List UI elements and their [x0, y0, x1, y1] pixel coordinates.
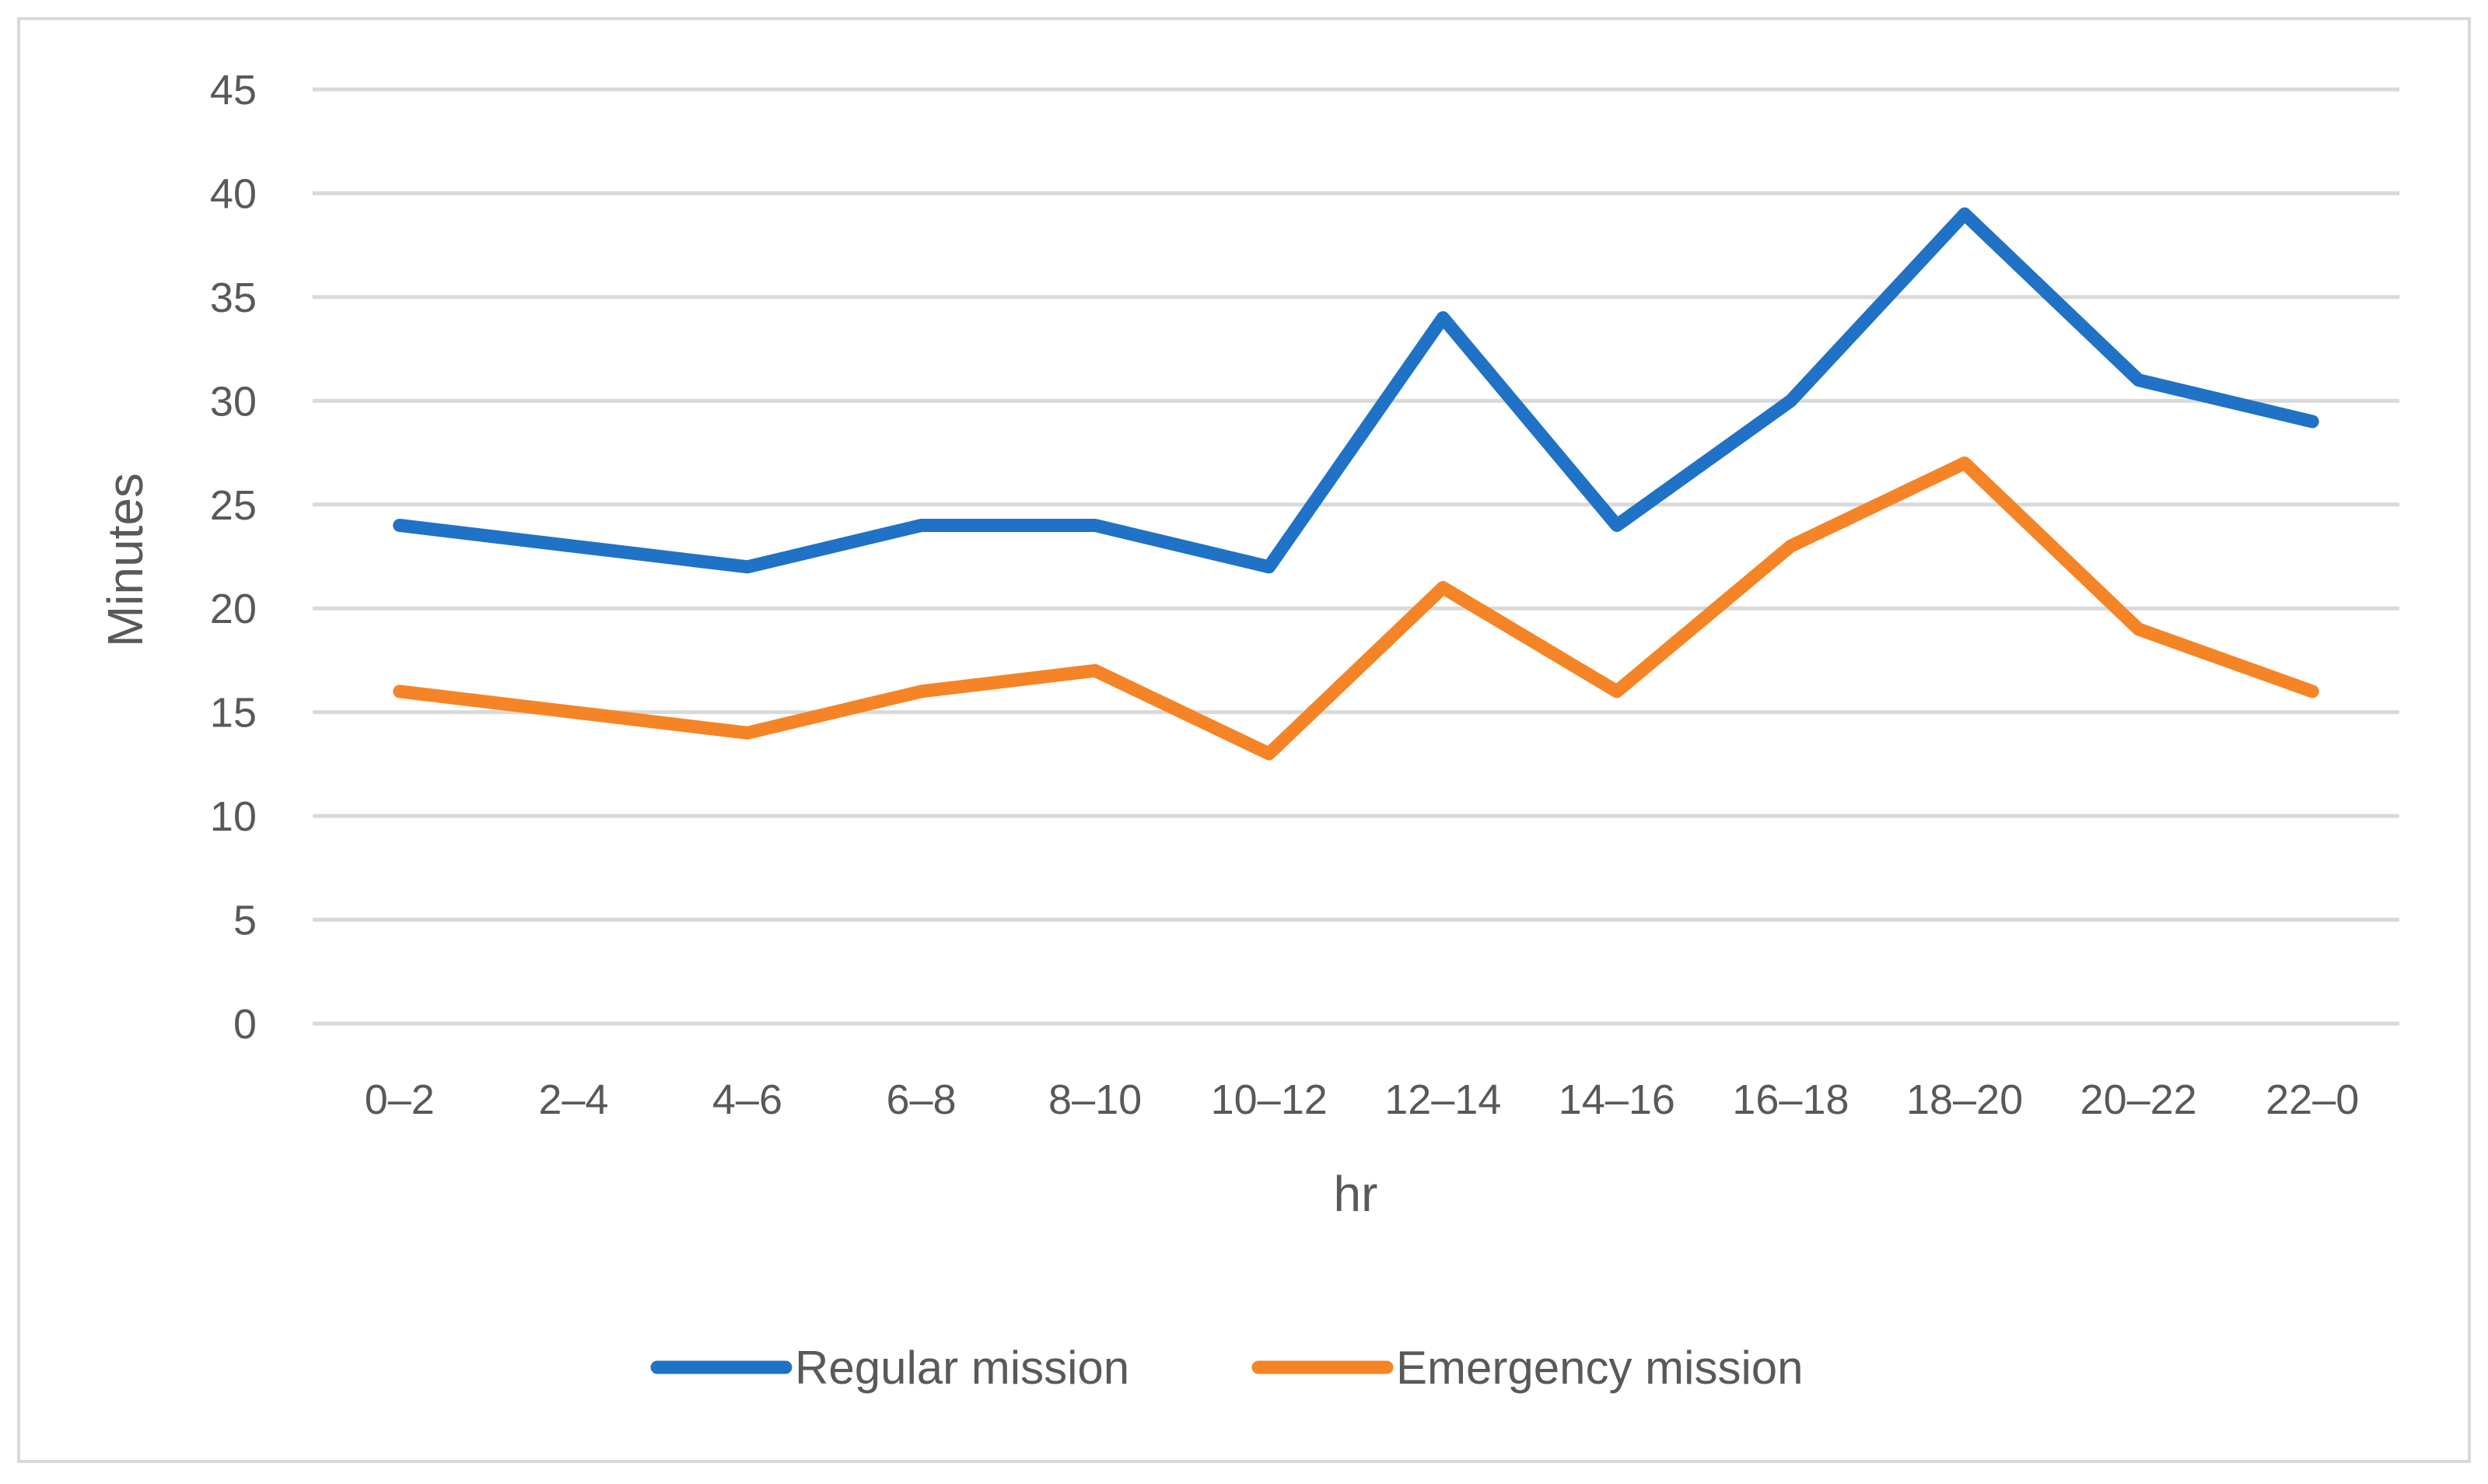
x-tick-label: 10–12 [1211, 1076, 1328, 1123]
x-tick-label: 12–14 [1384, 1076, 1501, 1123]
gridlines [313, 87, 2399, 1026]
data-point [2137, 379, 2140, 381]
data-point [1094, 670, 1097, 672]
data-point [1442, 586, 1444, 589]
data-point [920, 690, 922, 692]
data-point [1268, 753, 1270, 755]
y-tick-label: 5 [233, 898, 257, 944]
data-point [398, 690, 401, 692]
data-point [2137, 628, 2140, 630]
y-axis-title: Minutes [97, 473, 153, 647]
legend-item: Regular mission [650, 1342, 1129, 1394]
y-tick-label: 25 [210, 482, 257, 529]
data-point [1790, 545, 1792, 548]
legend-item: Emergency mission [1251, 1342, 1804, 1394]
y-tick-label: 20 [210, 586, 257, 632]
y-axis-ticks: 0 5 10 15 20 25 30 35 40 45 [210, 67, 257, 1048]
x-axis-title: hr [1334, 1166, 1378, 1222]
series-line-1 [393, 456, 2319, 761]
x-axis-ticks: 0–2 2–4 4–6 6–8 8–10 10–12 12–14 14–16 16–18 18–2… [365, 1076, 2360, 1123]
data-point [572, 545, 575, 548]
data-point [746, 565, 748, 568]
x-tick-label: 18–20 [1906, 1076, 2023, 1123]
data-point [1615, 690, 1618, 692]
data-point [2311, 690, 2314, 692]
y-tick-label: 15 [210, 690, 257, 737]
legend-label: Regular mission [795, 1342, 1129, 1394]
data-point [1964, 213, 1966, 215]
y-tick-label: 45 [210, 67, 257, 114]
x-tick-label: 20–22 [2080, 1076, 2197, 1123]
data-point [920, 524, 922, 527]
x-tick-label: 6–8 [886, 1076, 956, 1123]
data-point [1790, 400, 1792, 402]
legend: Regular mission Emergency mission [650, 1342, 1804, 1394]
x-tick-label: 0–2 [365, 1076, 435, 1123]
y-tick-label: 30 [210, 378, 257, 425]
data-point [398, 524, 401, 527]
series-line-0 [393, 207, 2319, 574]
y-tick-label: 10 [210, 793, 257, 840]
x-tick-label: 22–0 [2266, 1076, 2359, 1123]
x-tick-label: 14–16 [1559, 1076, 1675, 1123]
data-point [746, 732, 748, 734]
chart-frame [17, 17, 2471, 1463]
y-tick-label: 35 [210, 275, 257, 321]
data-point [1964, 462, 1966, 464]
data-point [2311, 421, 2314, 423]
data-point [1615, 524, 1618, 527]
legend-label: Emergency mission [1396, 1342, 1804, 1394]
data-point [1442, 317, 1444, 319]
data-point [1094, 524, 1097, 527]
x-tick-label: 16–18 [1732, 1076, 1849, 1123]
y-tick-label: 0 [233, 1001, 257, 1048]
x-tick-label: 8–10 [1048, 1076, 1142, 1123]
data-point [572, 711, 575, 713]
y-tick-label: 40 [210, 170, 257, 217]
x-tick-label: 2–4 [538, 1076, 608, 1123]
x-tick-label: 4–6 [712, 1076, 782, 1123]
series-group [393, 207, 2319, 761]
data-point [1268, 565, 1270, 568]
